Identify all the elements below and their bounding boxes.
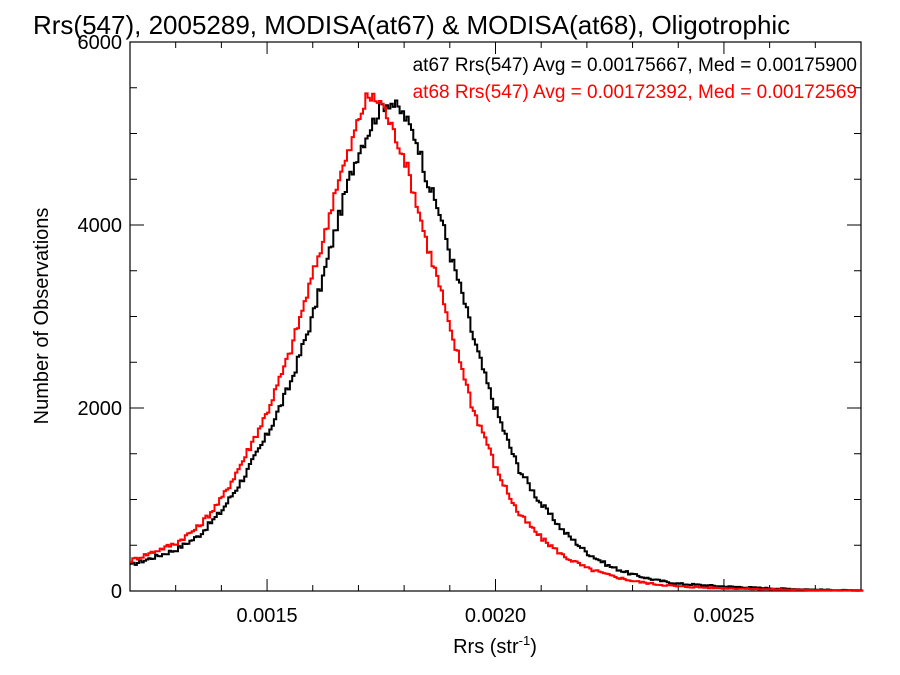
x-tick-label: 0.0020: [465, 605, 526, 627]
y-tick-label: 4000: [78, 215, 123, 237]
y-axis-label: Number of Observations: [31, 208, 53, 425]
y-tick-label: 0: [111, 581, 122, 603]
x-axis-label: Rrs (str-1): [453, 633, 537, 658]
chart-title: Rrs(547), 2005289, MODISA(at67) & MODISA…: [33, 10, 790, 40]
series-line-at68: [130, 92, 864, 592]
y-tick-label: 2000: [78, 398, 123, 420]
y-tick-label: 6000: [78, 32, 123, 54]
legend-entry-at67: at67 Rrs(547) Avg = 0.00175667, Med = 0.…: [413, 55, 857, 76]
x-tick-label: 0.0015: [236, 605, 297, 627]
x-tick-label: 0.0025: [693, 605, 754, 627]
plot-frame: [129, 41, 862, 592]
series-line-at67: [130, 99, 864, 592]
series-layer: [130, 92, 864, 592]
axis-ticks: 0.0015 0.0020 0.0025 0 2000 4000 6000: [78, 32, 862, 627]
legend-entry-at68: at68 Rrs(547) Avg = 0.00172392, Med = 0.…: [413, 82, 857, 103]
